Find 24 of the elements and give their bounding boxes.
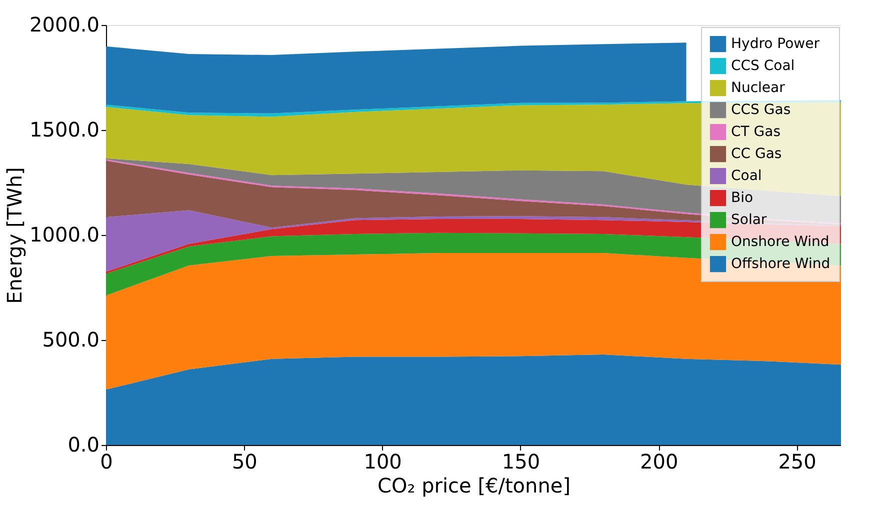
legend-label: Coal xyxy=(731,168,762,184)
legend-label: Offshore Wind xyxy=(731,256,830,272)
legend-label: Solar xyxy=(731,212,767,228)
x-tick-label: 0 xyxy=(100,450,113,474)
x-axis-title: CO₂ price [€/tonne] xyxy=(377,474,571,498)
legend-label: CC Gas xyxy=(731,146,782,162)
legend-label: Nuclear xyxy=(731,80,786,96)
legend-label: CT Gas xyxy=(731,124,780,140)
legend-label: CCS Coal xyxy=(731,58,795,74)
legend-label: Onshore Wind xyxy=(731,234,830,250)
y-axis-title: Energy [TWh] xyxy=(2,167,27,304)
y-tick-label: 0.0 xyxy=(68,432,100,456)
legend-label: CCS Gas xyxy=(731,102,791,118)
x-tick-label: 250 xyxy=(778,450,816,474)
y-tick-label: 2000.0 xyxy=(30,12,100,36)
y-tick-label: 500.0 xyxy=(42,328,100,352)
x-tick-label: 150 xyxy=(502,450,540,474)
y-tick-label: 1000.0 xyxy=(30,222,100,246)
x-tick-label: 50 xyxy=(232,450,258,474)
x-tick-label: 200 xyxy=(640,450,678,474)
legend-label: Bio xyxy=(731,190,754,206)
y-tick-label: 1500.0 xyxy=(30,118,100,142)
legend-label: Hydro Power xyxy=(731,36,820,52)
x-tick-label: 100 xyxy=(364,450,402,474)
